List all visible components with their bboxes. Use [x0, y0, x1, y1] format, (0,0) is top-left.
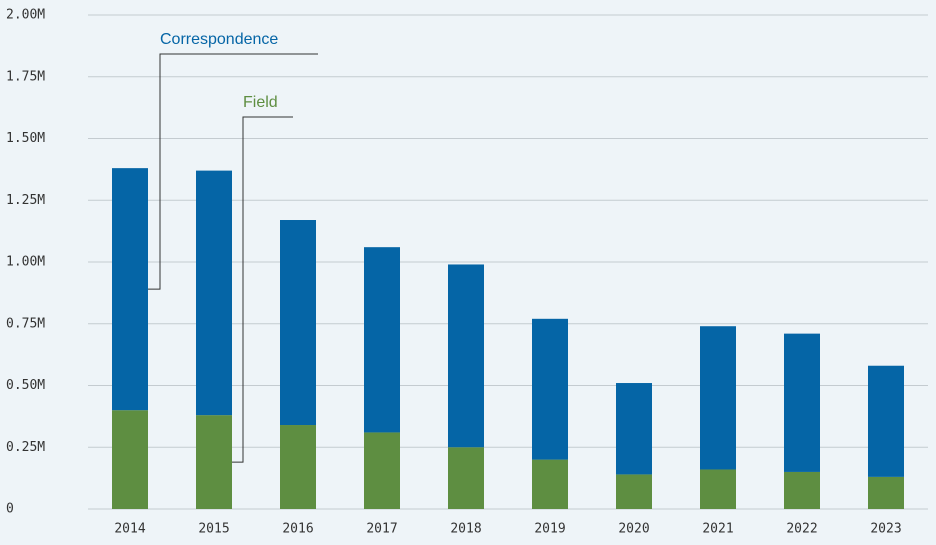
bar-segment [364, 432, 400, 509]
bar-segment [448, 264, 484, 448]
bar-segment [868, 476, 904, 509]
bar-segment [196, 415, 232, 509]
y-tick-label: 0 [6, 502, 14, 517]
x-tick-label: 2016 [282, 522, 313, 537]
bar-segment [616, 474, 652, 509]
x-tick-label: 2020 [618, 522, 649, 537]
bar-segment [364, 247, 400, 433]
bar-segment [280, 220, 316, 426]
bar-segment [280, 425, 316, 509]
y-tick-label: 0.75M [6, 316, 45, 331]
bar-segment [196, 170, 232, 416]
y-tick-label: 1.00M [6, 255, 45, 270]
y-tick-label: 2.00M [6, 8, 45, 23]
bar-segment [700, 326, 736, 470]
annotation-leader [148, 53, 318, 290]
annotation-leader [232, 116, 293, 463]
y-tick-label: 0.50M [6, 378, 45, 393]
bar-segment [532, 459, 568, 509]
bar-segment [112, 168, 148, 411]
bar-segment [616, 383, 652, 475]
x-tick-label: 2018 [450, 522, 481, 537]
bar-segment [112, 410, 148, 509]
x-tick-label: 2019 [534, 522, 565, 537]
bar-segment [784, 471, 820, 509]
y-tick-label: 0.25M [6, 440, 45, 455]
x-tick-label: 2021 [702, 522, 733, 537]
bar-segment [868, 365, 904, 477]
bar-segment [448, 447, 484, 509]
y-tick-label: 1.25M [6, 193, 45, 208]
y-tick-label: 1.75M [6, 69, 45, 84]
annotation-label: Correspondence [160, 31, 278, 48]
x-tick-label: 2017 [366, 522, 397, 537]
bar-segment [784, 333, 820, 472]
bar-segment [700, 469, 736, 509]
annotation-label: Field [243, 94, 278, 111]
y-tick-label: 1.50M [6, 131, 45, 146]
bar-segment [532, 318, 568, 460]
x-tick-label: 2023 [870, 522, 901, 537]
x-tick-label: 2015 [198, 522, 229, 537]
x-tick-label: 2022 [786, 522, 817, 537]
x-tick-label: 2014 [114, 522, 145, 537]
